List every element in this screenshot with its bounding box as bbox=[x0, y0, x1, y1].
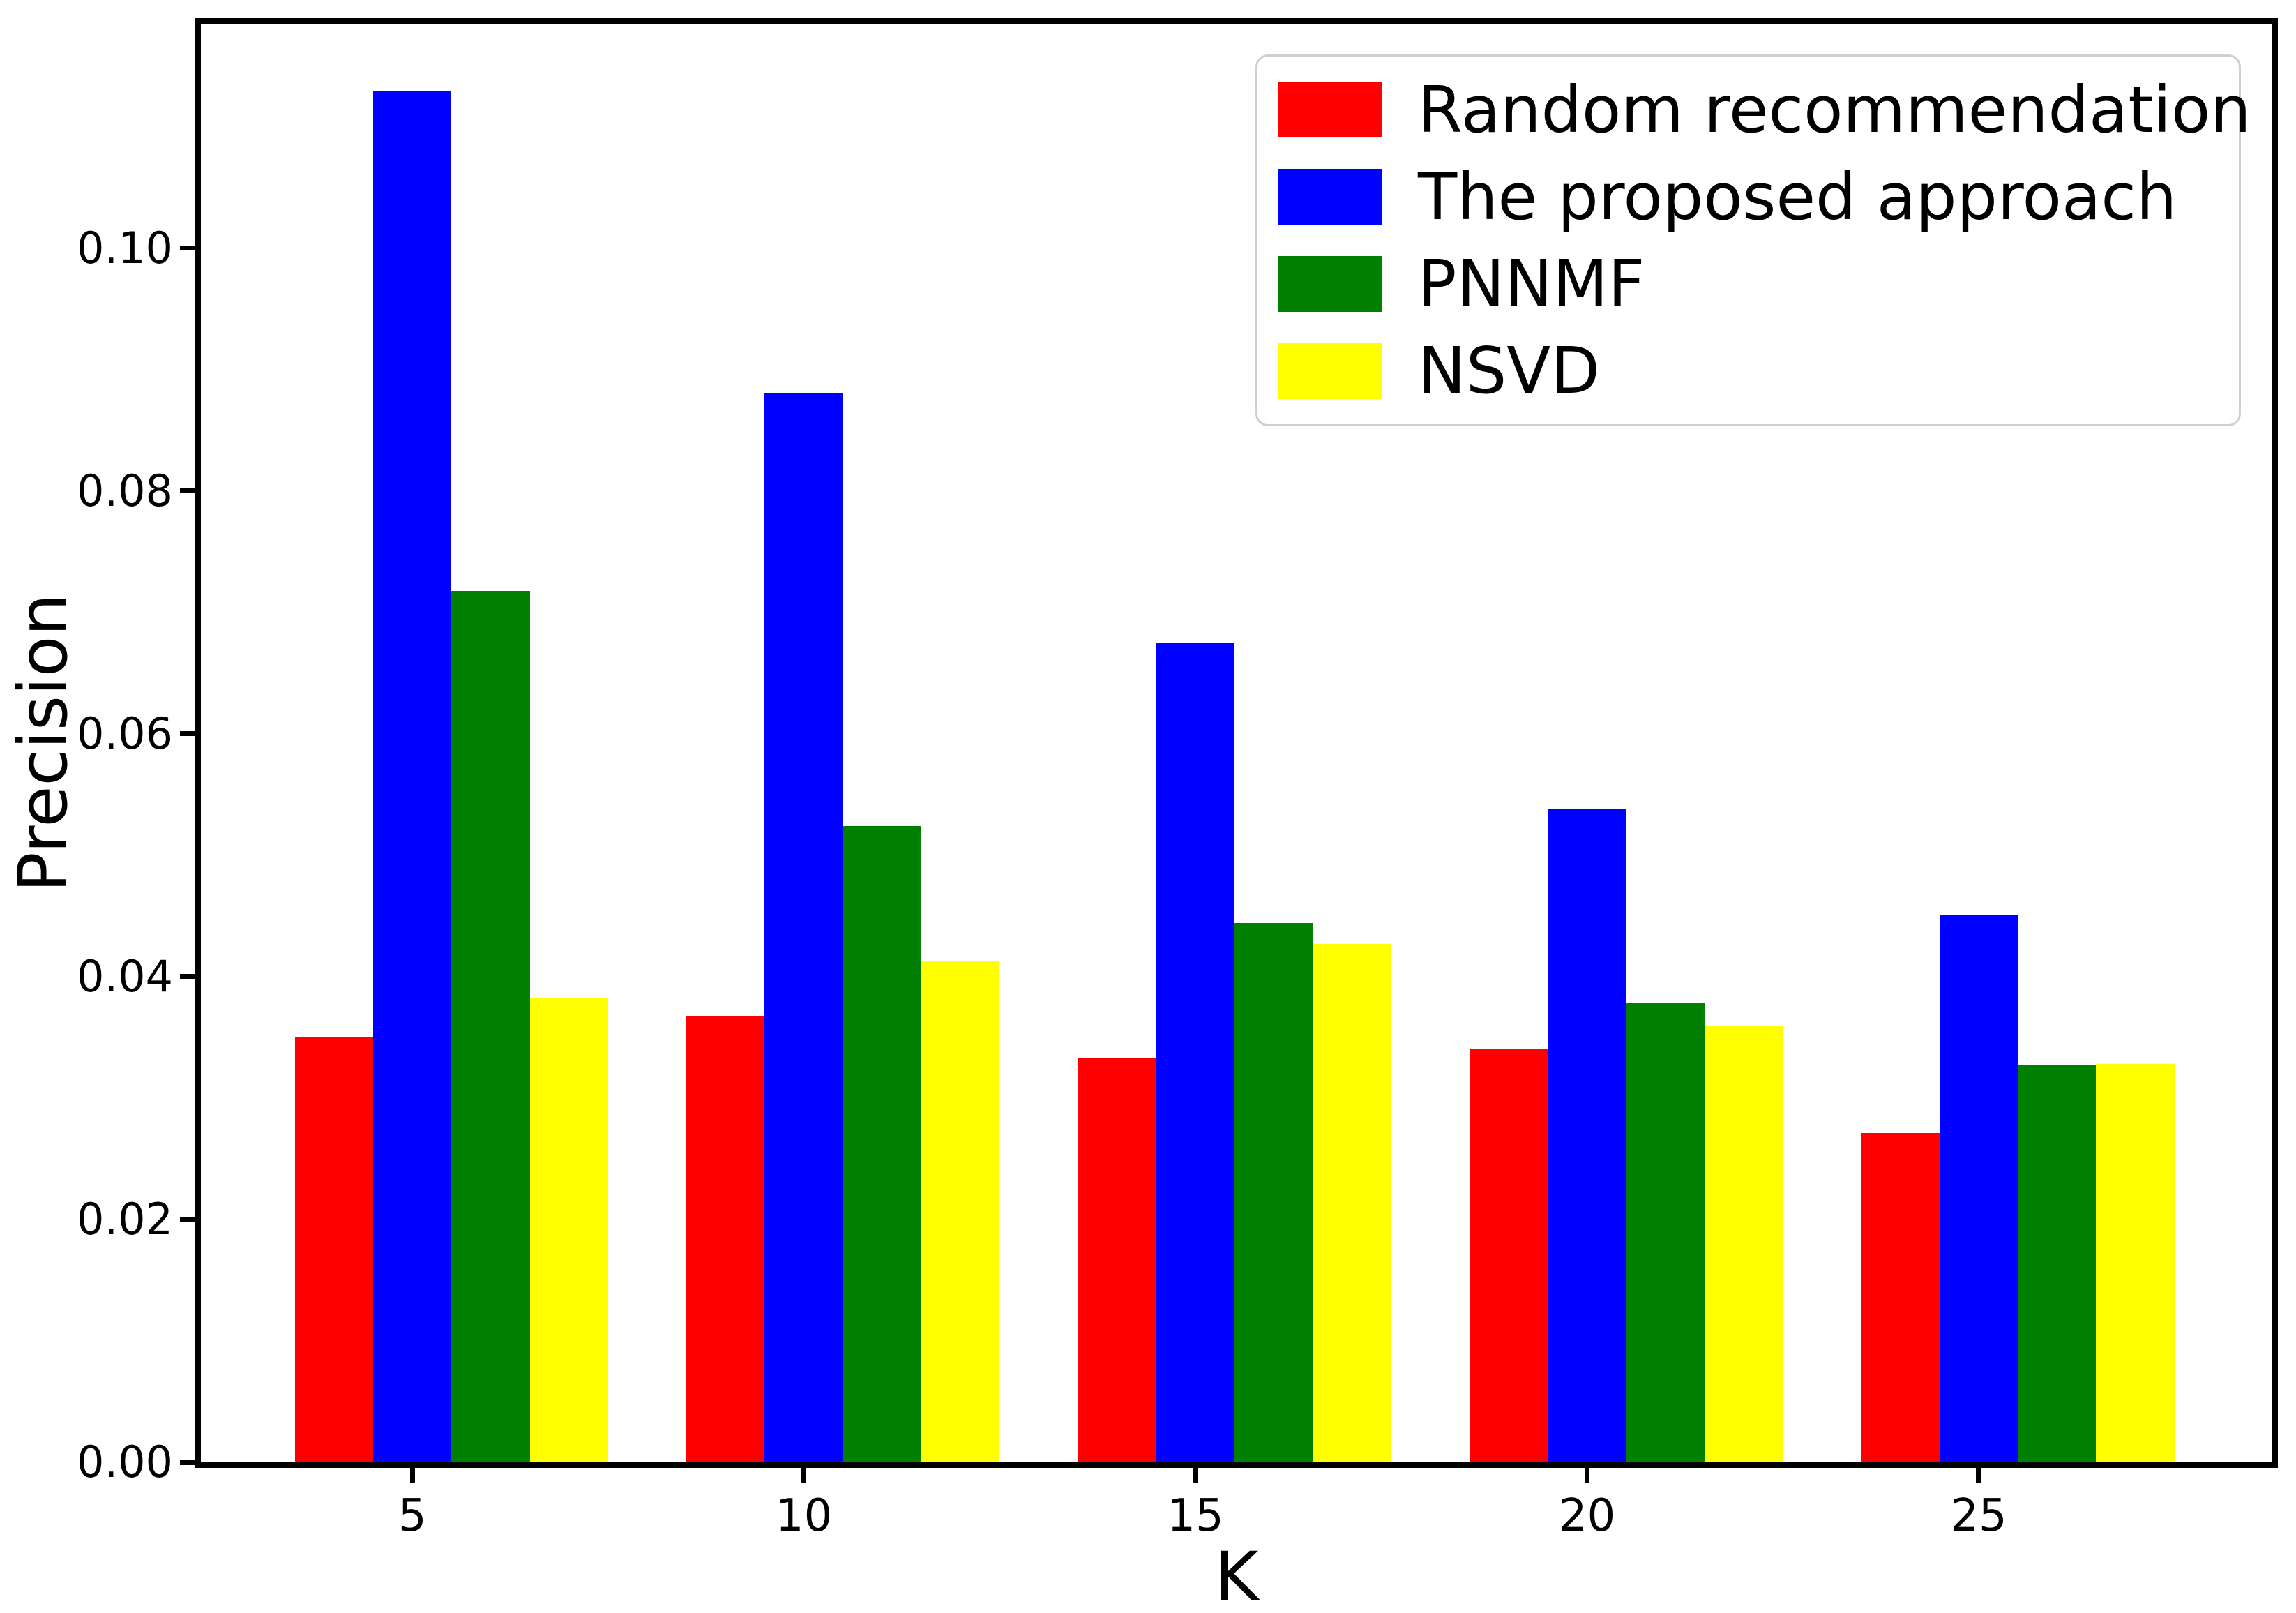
bar-the-proposed-approach-k15 bbox=[1156, 643, 1235, 1462]
bar-pnnmf-k25 bbox=[2018, 1065, 2097, 1462]
y-tick-mark bbox=[180, 246, 195, 251]
bar-random-recommendation-k10 bbox=[686, 1015, 765, 1462]
bar-the-proposed-approach-k10 bbox=[764, 392, 843, 1462]
bar-pnnmf-k10 bbox=[843, 826, 922, 1462]
x-tick-mark bbox=[801, 1468, 807, 1483]
bar-nsvd-k15 bbox=[1313, 943, 1391, 1462]
bar-random-recommendation-k20 bbox=[1470, 1049, 1548, 1462]
legend-label: Random recommendation bbox=[1418, 72, 2251, 147]
bar-the-proposed-approach-k25 bbox=[1939, 915, 2018, 1462]
legend-swatch bbox=[1278, 169, 1382, 225]
x-tick-label: 15 bbox=[1167, 1490, 1224, 1542]
bar-nsvd-k5 bbox=[529, 997, 608, 1462]
legend-item-pnnmf: PNNMF bbox=[1278, 248, 2218, 319]
bar-pnnmf-k15 bbox=[1234, 923, 1313, 1462]
bar-the-proposed-approach-k5 bbox=[373, 91, 452, 1462]
bar-pnnmf-k20 bbox=[1626, 1003, 1705, 1462]
legend-swatch bbox=[1278, 343, 1382, 399]
legend-swatch bbox=[1278, 255, 1382, 312]
bar-pnnmf-k5 bbox=[451, 590, 530, 1462]
legend-item-nsvd: NSVD bbox=[1278, 336, 2218, 406]
legend-label: NSVD bbox=[1418, 333, 1600, 409]
y-tick-label: 0.06 bbox=[76, 707, 173, 759]
y-tick-label: 0.04 bbox=[76, 950, 173, 1002]
legend-swatch bbox=[1278, 82, 1382, 138]
axis-spine-top bbox=[195, 18, 2278, 24]
x-tick-label: 10 bbox=[775, 1490, 833, 1542]
legend-item-the-proposed-approach: The proposed approach bbox=[1278, 159, 2218, 234]
legend-label: PNNMF bbox=[1418, 246, 1645, 322]
axis-spine-left bbox=[195, 18, 201, 1468]
bar-random-recommendation-k5 bbox=[294, 1037, 374, 1462]
axis-spine-bottom bbox=[195, 1462, 2278, 1468]
x-tick-mark bbox=[1193, 1468, 1198, 1483]
bar-nsvd-k25 bbox=[2096, 1064, 2175, 1462]
y-tick-mark bbox=[180, 1460, 195, 1465]
y-tick-label: 0.00 bbox=[76, 1436, 173, 1487]
legend-label: The proposed approach bbox=[1418, 159, 2177, 234]
y-tick-mark bbox=[180, 1217, 195, 1222]
legend-item-random-recommendation: Random recommendation bbox=[1278, 75, 2251, 145]
y-tick-label: 0.02 bbox=[76, 1193, 173, 1245]
bar-random-recommendation-k15 bbox=[1078, 1058, 1156, 1462]
x-tick-label: 5 bbox=[398, 1490, 427, 1542]
x-tick-mark bbox=[409, 1468, 415, 1483]
x-tick-mark bbox=[1584, 1468, 1589, 1483]
y-tick-label: 0.08 bbox=[76, 465, 173, 516]
axis-spine-right bbox=[2272, 18, 2278, 1468]
x-tick-label: 25 bbox=[1950, 1490, 2007, 1542]
x-tick-mark bbox=[1976, 1468, 1981, 1483]
legend: Random recommendation The proposed approa… bbox=[1255, 54, 2251, 426]
y-tick-mark bbox=[180, 488, 195, 494]
y-tick-mark bbox=[180, 974, 195, 980]
x-axis-label: K bbox=[1214, 1538, 1259, 1613]
x-tick-label: 20 bbox=[1558, 1490, 1616, 1542]
bar-random-recommendation-k25 bbox=[1861, 1133, 1940, 1462]
y-tick-mark bbox=[180, 731, 195, 737]
y-tick-label: 0.10 bbox=[76, 222, 173, 273]
bar-nsvd-k20 bbox=[1704, 1026, 1783, 1462]
bar-the-proposed-approach-k20 bbox=[1548, 809, 1626, 1462]
bar-nsvd-k10 bbox=[921, 961, 1000, 1462]
